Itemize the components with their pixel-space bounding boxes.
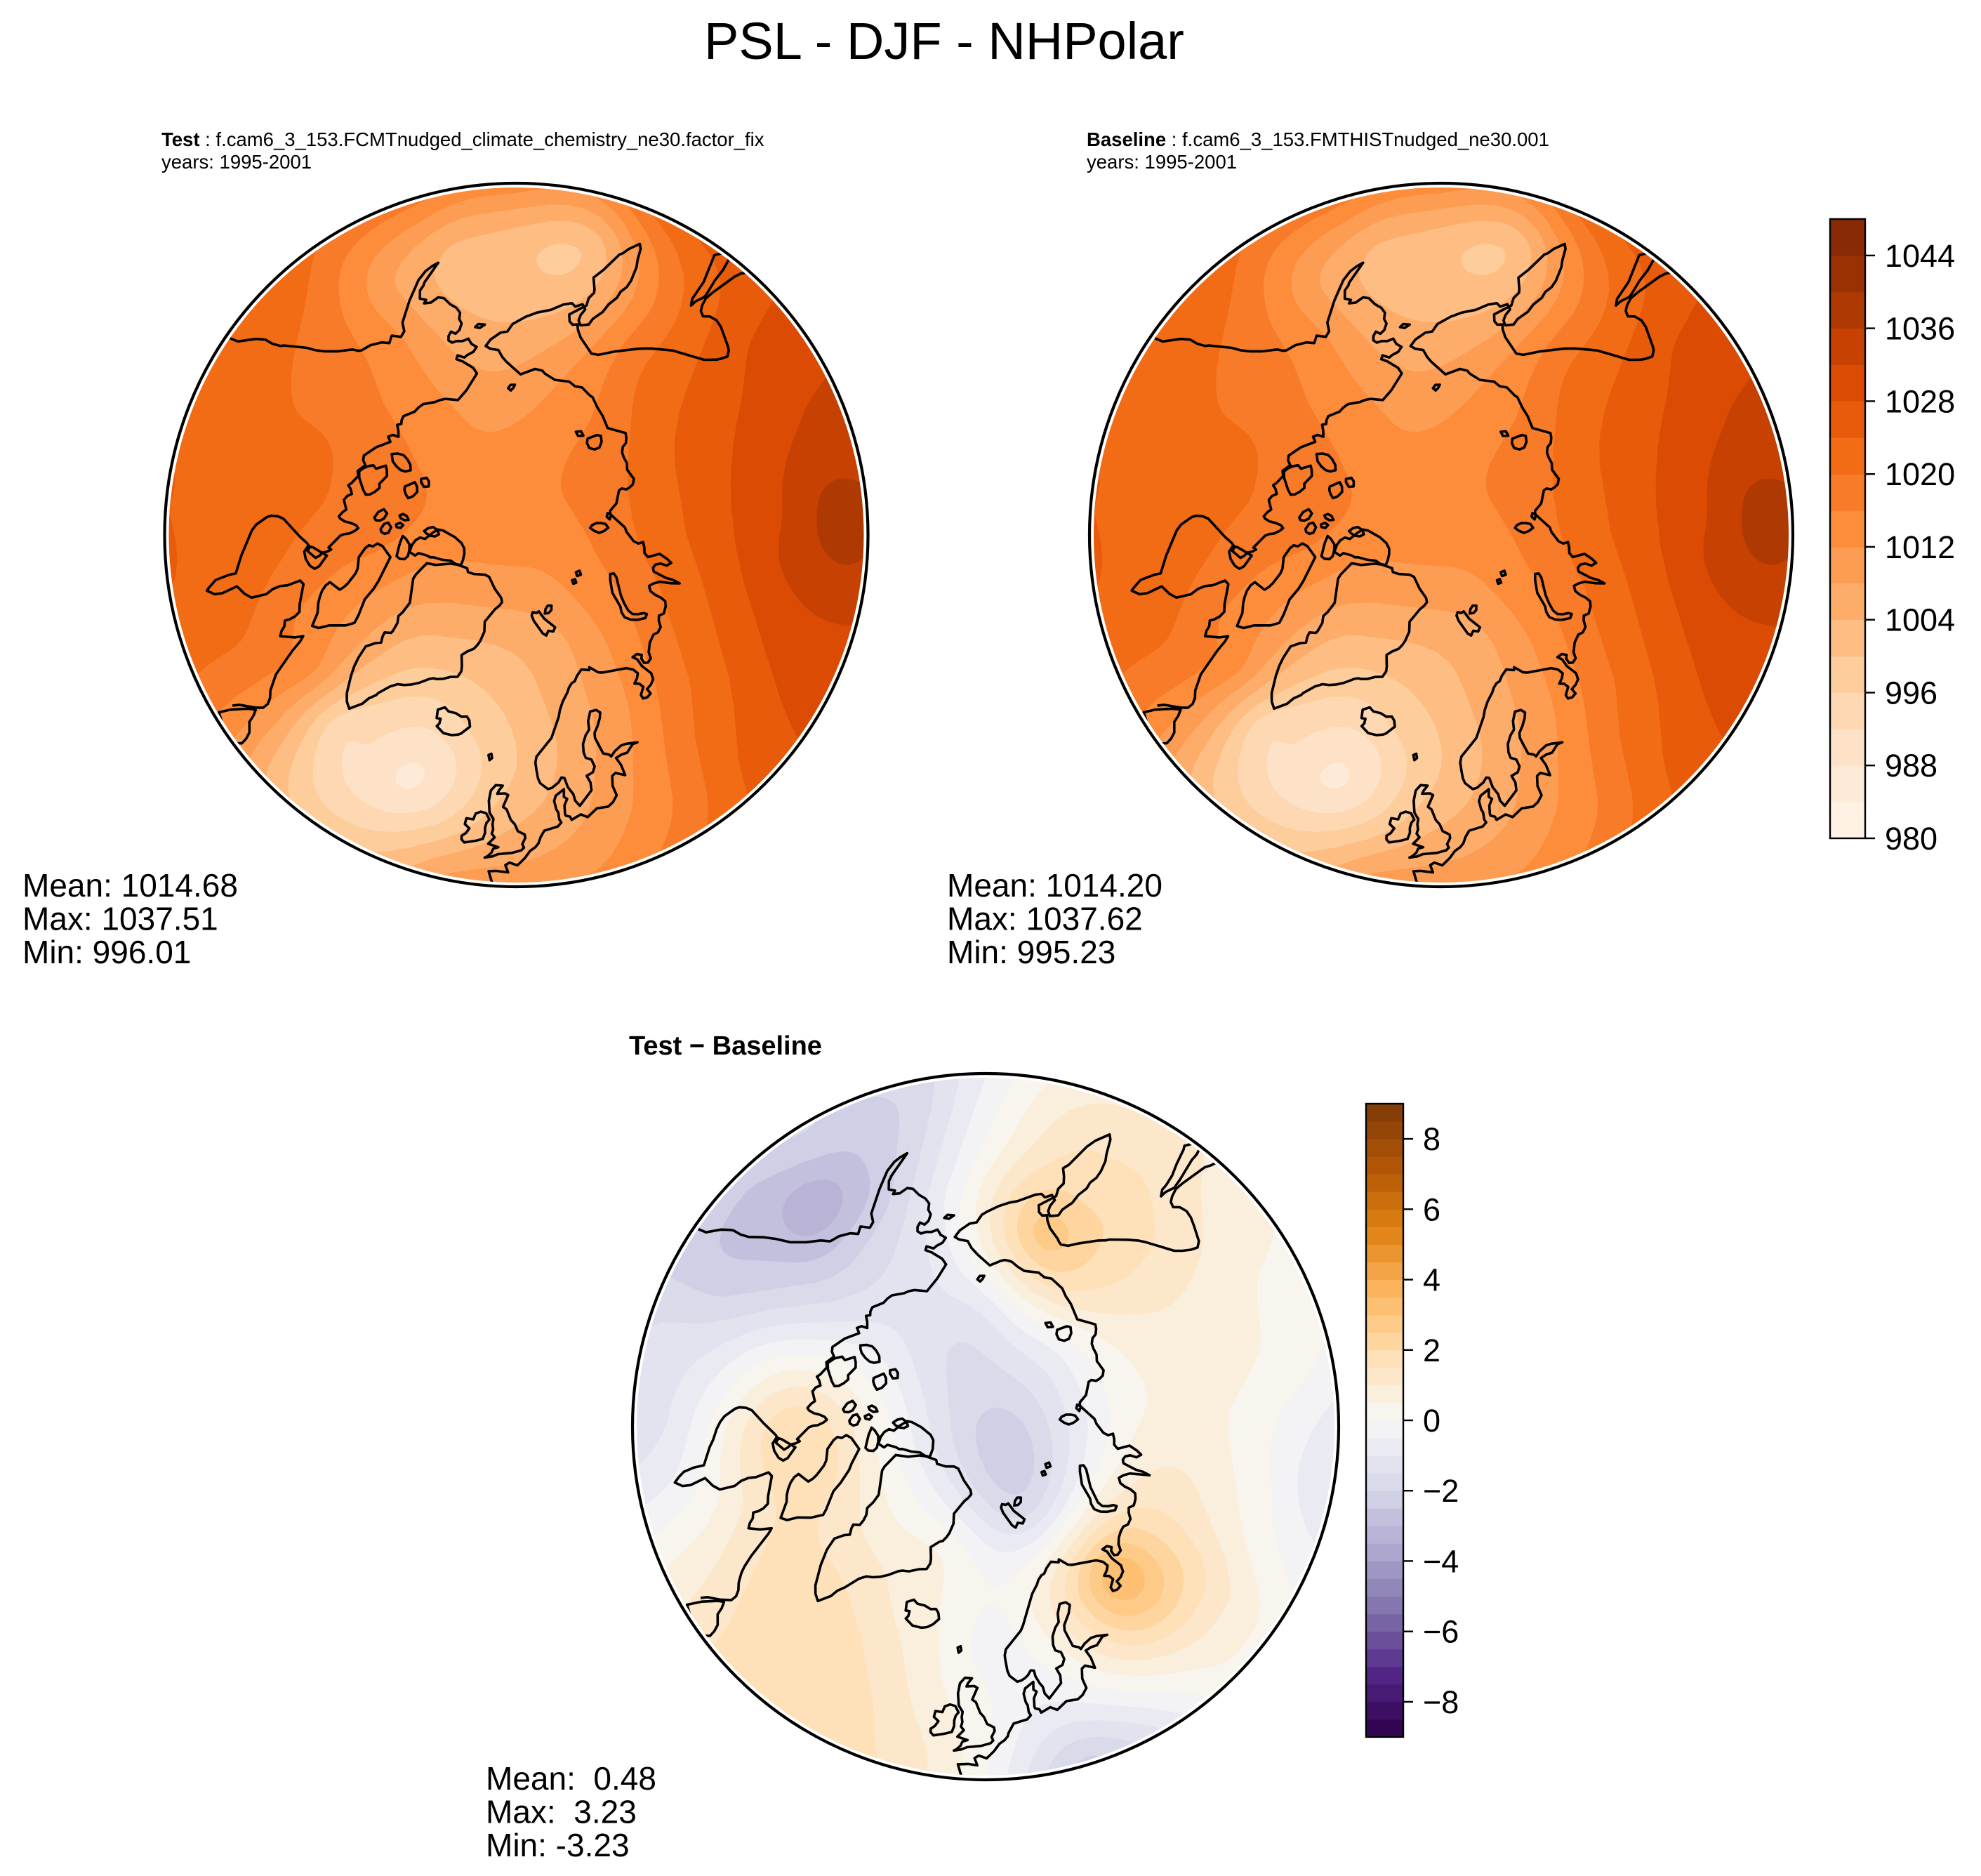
svg-text:980: 980	[1885, 821, 1937, 857]
svg-text:−2: −2	[1423, 1473, 1459, 1509]
svg-text:1036: 1036	[1885, 311, 1955, 347]
svg-text:Baseline : f.cam6_3_153.FMTHIS: Baseline : f.cam6_3_153.FMTHISTnudged_ne…	[1087, 128, 1549, 150]
svg-text:0: 0	[1423, 1403, 1440, 1439]
svg-text:years: 1995-2001: years: 1995-2001	[161, 151, 312, 173]
svg-text:Max: 1037.51: Max: 1037.51	[22, 901, 218, 937]
svg-text:1012: 1012	[1885, 529, 1955, 565]
svg-text:8: 8	[1423, 1121, 1440, 1157]
svg-text:Mean: 1014.68: Mean: 1014.68	[22, 867, 238, 904]
svg-text:1044: 1044	[1885, 238, 1955, 274]
svg-text:−6: −6	[1423, 1614, 1459, 1650]
svg-text:996: 996	[1885, 675, 1937, 711]
svg-text:1004: 1004	[1885, 602, 1955, 638]
svg-text:years: 1995-2001: years: 1995-2001	[1087, 151, 1237, 173]
svg-text:−8: −8	[1423, 1684, 1459, 1720]
svg-text:Max: 3.23: Max: 3.23	[486, 1794, 637, 1830]
svg-text:Min: 995.23: Min: 995.23	[947, 934, 1115, 970]
svg-text:1028: 1028	[1885, 383, 1955, 419]
svg-text:Max: 1037.62: Max: 1037.62	[947, 901, 1143, 937]
svg-text:Test − Baseline: Test − Baseline	[629, 1031, 822, 1061]
svg-text:Mean: 1014.20: Mean: 1014.20	[947, 867, 1162, 904]
svg-text:988: 988	[1885, 748, 1937, 784]
svg-text:4: 4	[1423, 1262, 1440, 1298]
svg-text:6: 6	[1423, 1191, 1440, 1227]
svg-text:1020: 1020	[1885, 456, 1955, 492]
svg-text:2: 2	[1423, 1333, 1440, 1368]
svg-text:Min: 996.01: Min: 996.01	[22, 934, 191, 970]
svg-text:−4: −4	[1423, 1543, 1459, 1579]
svg-text:Mean: 0.48: Mean: 0.48	[486, 1760, 656, 1797]
svg-text:Min: -3.23: Min: -3.23	[486, 1827, 630, 1863]
svg-text:PSL - DJF - NHPolar: PSL - DJF - NHPolar	[704, 12, 1184, 70]
svg-text:Test : f.cam6_3_153.FCMTnudged: Test : f.cam6_3_153.FCMTnudged_climate_c…	[161, 128, 764, 150]
